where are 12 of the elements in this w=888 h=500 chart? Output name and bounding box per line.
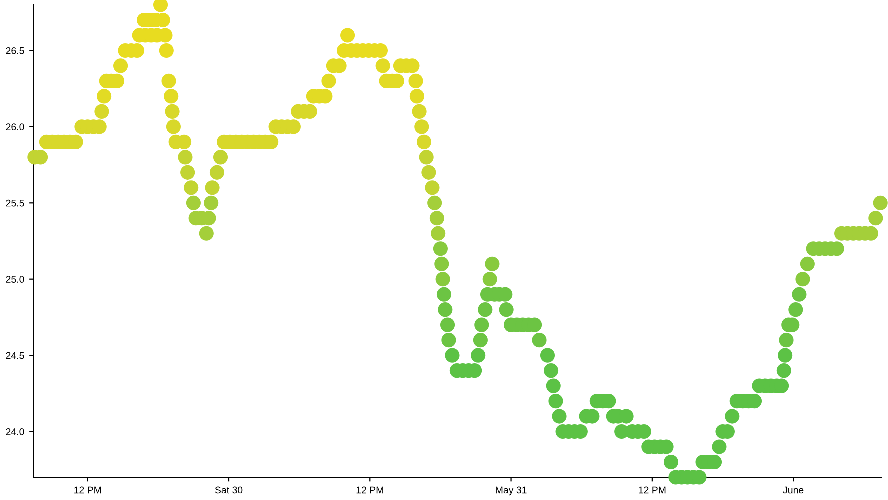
y-tick-label: 26.0: [6, 124, 24, 131]
x-tick-label: 12 PM: [639, 486, 666, 494]
y-tick-label: 24.5: [6, 352, 24, 360]
y-tick-label: 25.0: [6, 276, 24, 283]
y-tick-label: 26.5: [6, 47, 24, 54]
x-tick-label: June: [783, 486, 804, 494]
x-tick-label: Sat 30: [215, 486, 243, 494]
x-tick-label: 12 PM: [74, 486, 102, 494]
y-tick-label: 24.0: [6, 428, 24, 436]
x-tick-label: May 31: [496, 486, 527, 496]
x-tick-label: 12 PM: [356, 486, 384, 494]
y-tick-label: 25.5: [6, 200, 24, 207]
